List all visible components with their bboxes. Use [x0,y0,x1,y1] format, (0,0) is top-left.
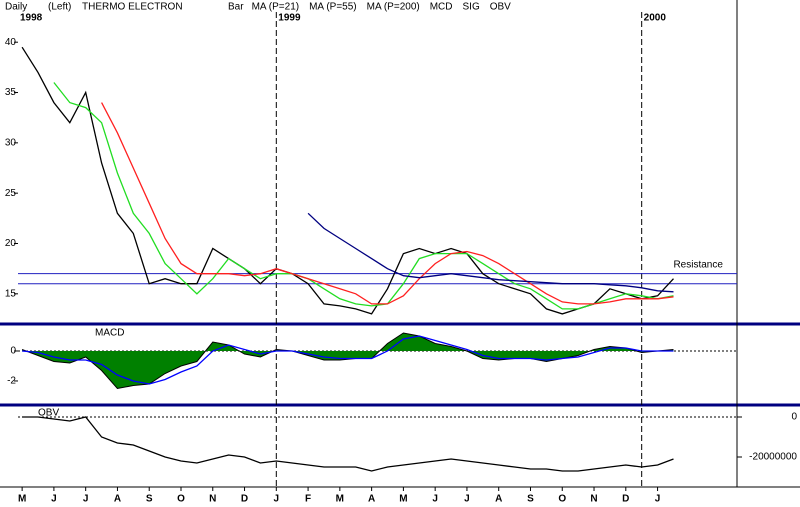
year-label: 1998 [20,13,43,24]
year-label: 2000 [644,13,667,24]
y-tick-label: 25 [5,188,17,199]
x-tick-label: N [209,494,216,505]
y-tick-label: 20 [5,238,17,249]
chart-title: THERMO ELECTRON [82,2,183,13]
legend-entry: MA (P=21) [252,2,300,13]
legend-entry: SIG [463,2,480,13]
x-tick-label: N [590,494,597,505]
panel-label: MACD [95,328,124,339]
x-tick-label: J [464,494,470,505]
y-tick-label: 15 [5,288,17,299]
x-tick-label: J [655,494,661,505]
y-tick-label: 35 [5,87,17,98]
x-tick-label: J [83,494,89,505]
y-tick-label: 0 [10,346,16,357]
panel-label: OBV [38,408,59,419]
x-tick-label: D [241,494,248,505]
series-line [21,46,674,315]
y-tick-label: -20000000 [749,452,797,463]
series-line [22,416,674,472]
x-tick-label: A [368,494,375,505]
y-tick-label: 40 [5,37,17,48]
scale-side: (Left) [48,2,71,13]
annotation: Resistance [673,259,723,270]
series-line [53,82,674,310]
x-tick-label: A [495,494,502,505]
series-line [22,335,674,385]
series-line [101,102,674,305]
x-tick-label: M [399,494,407,505]
legend-entry: MA (P=55) [309,2,357,13]
y-tick-label: 0 [791,412,797,423]
x-tick-label: J [51,494,57,505]
legend-entry: OBV [490,2,511,13]
legend-entry: MCD [430,2,453,13]
x-tick-label: A [114,494,121,505]
series-line [307,212,674,293]
x-tick-label: F [305,494,311,505]
y-tick-label: -2 [7,376,16,387]
x-tick-label: M [336,494,344,505]
period: Daily [5,2,27,13]
legend-entry: MA (P=200) [367,2,420,13]
x-tick-label: J [274,494,280,505]
x-tick-label: S [527,494,534,505]
y-tick-label: 30 [5,137,17,148]
x-tick-label: S [146,494,153,505]
x-tick-label: O [177,494,185,505]
legend-entry: Bar [228,2,244,13]
year-label: 1999 [278,13,301,24]
macd-area [22,333,674,389]
x-tick-label: O [558,494,566,505]
x-tick-label: D [622,494,629,505]
x-tick-label: J [432,494,438,505]
x-tick-label: M [18,494,26,505]
